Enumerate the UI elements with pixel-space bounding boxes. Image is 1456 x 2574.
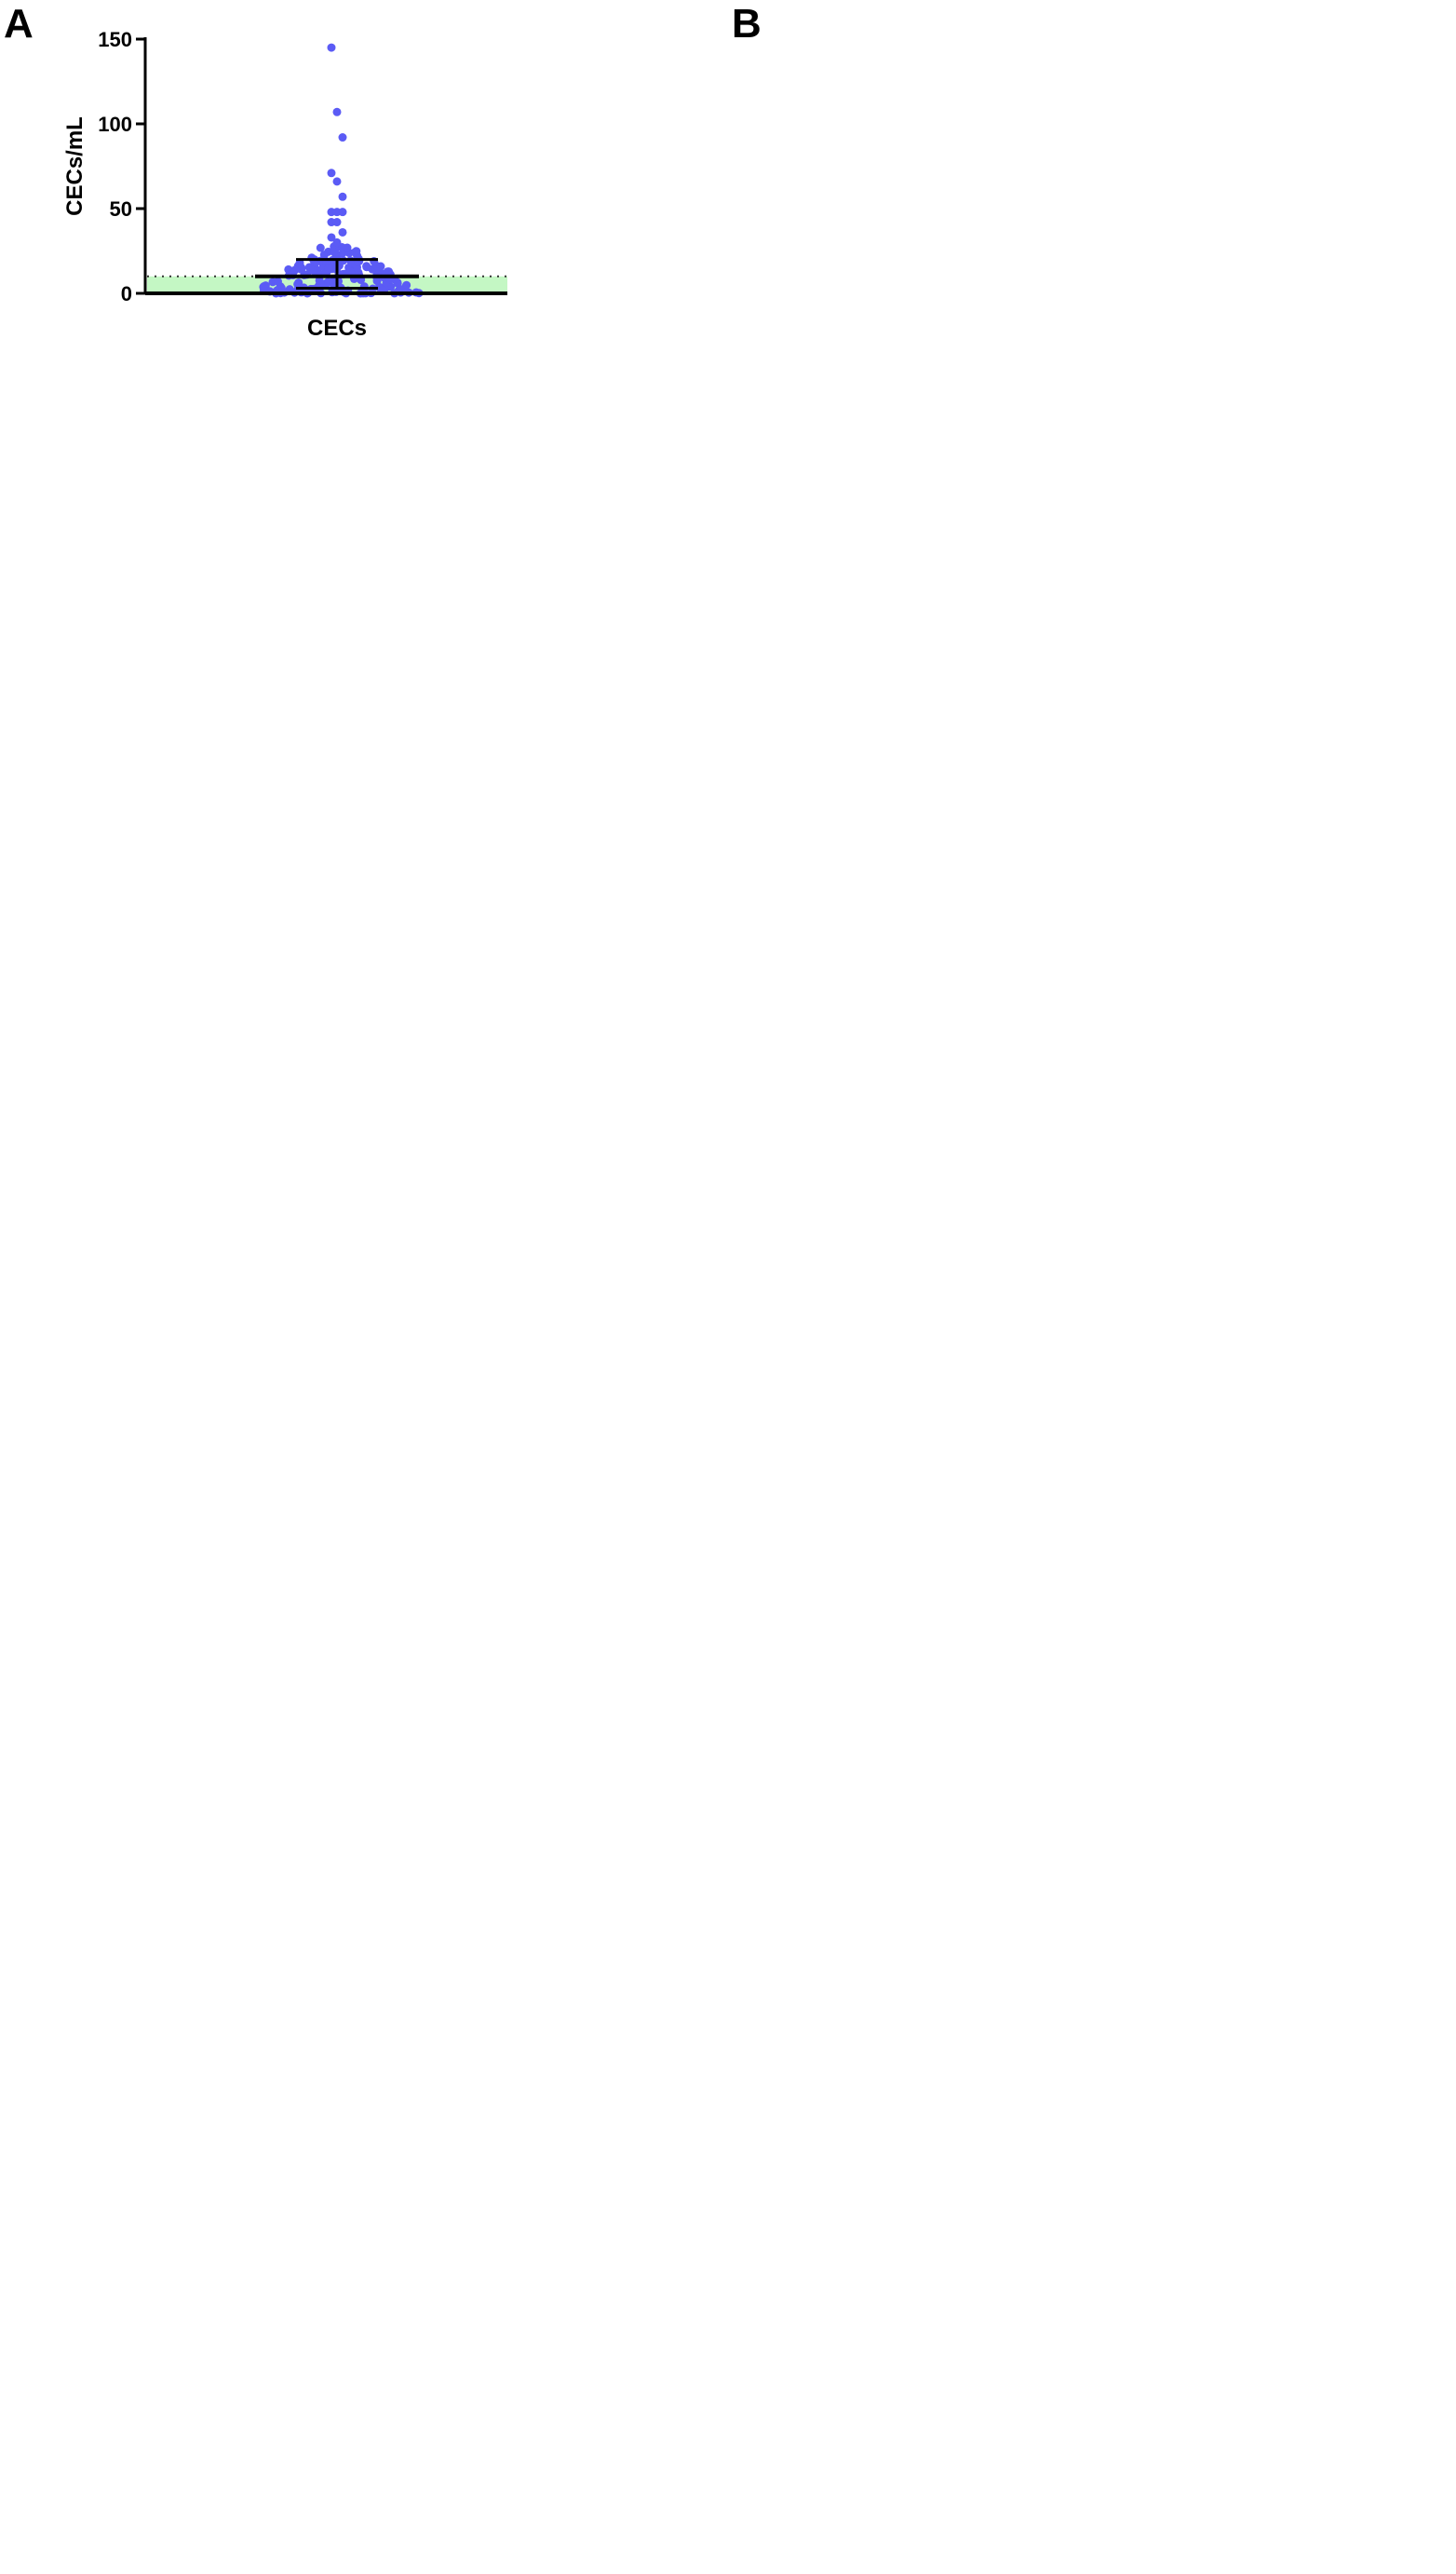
- data-point-outlier: [327, 43, 336, 52]
- data-point-outlier: [332, 177, 342, 186]
- data-point-outlier: [338, 133, 347, 142]
- data-point-outlier: [332, 237, 342, 247]
- y-tick-label: 0: [121, 282, 132, 305]
- x-category-label: CECs: [307, 316, 367, 341]
- data-point: [319, 251, 329, 260]
- data-point: [316, 278, 325, 288]
- data-point: [374, 264, 384, 274]
- data-point: [330, 247, 339, 256]
- data-point: [352, 247, 361, 256]
- data-point-outlier: [332, 107, 342, 116]
- data-point: [316, 243, 325, 252]
- data-point-outlier: [338, 192, 347, 201]
- data-point: [383, 267, 392, 277]
- data-point: [273, 277, 282, 286]
- series-cecs: [255, 43, 424, 298]
- data-point: [376, 284, 385, 293]
- data-point-outlier: [327, 233, 336, 242]
- data-point-outlier: [327, 169, 336, 178]
- data-point: [284, 264, 293, 274]
- data-point-outlier: [338, 208, 347, 217]
- data-point: [362, 262, 371, 271]
- data-point: [290, 265, 300, 275]
- panel-a: 0 50 100 150 CECs/mL CECs: [62, 28, 507, 341]
- data-point-outlier: [338, 227, 347, 237]
- y-axis-title: CECs/mL: [62, 116, 88, 216]
- data-point: [324, 264, 333, 274]
- data-point: [329, 278, 338, 288]
- panel-letter-b: B: [732, 1, 762, 47]
- y-tick-label: 100: [98, 113, 132, 136]
- data-point: [260, 281, 269, 291]
- data-point: [308, 265, 317, 275]
- y-tick-label: 150: [98, 28, 132, 51]
- data-point: [393, 278, 402, 288]
- panel-letter-a: A: [4, 1, 34, 47]
- y-tick-label: 50: [110, 197, 132, 221]
- data-point-outlier: [332, 218, 342, 227]
